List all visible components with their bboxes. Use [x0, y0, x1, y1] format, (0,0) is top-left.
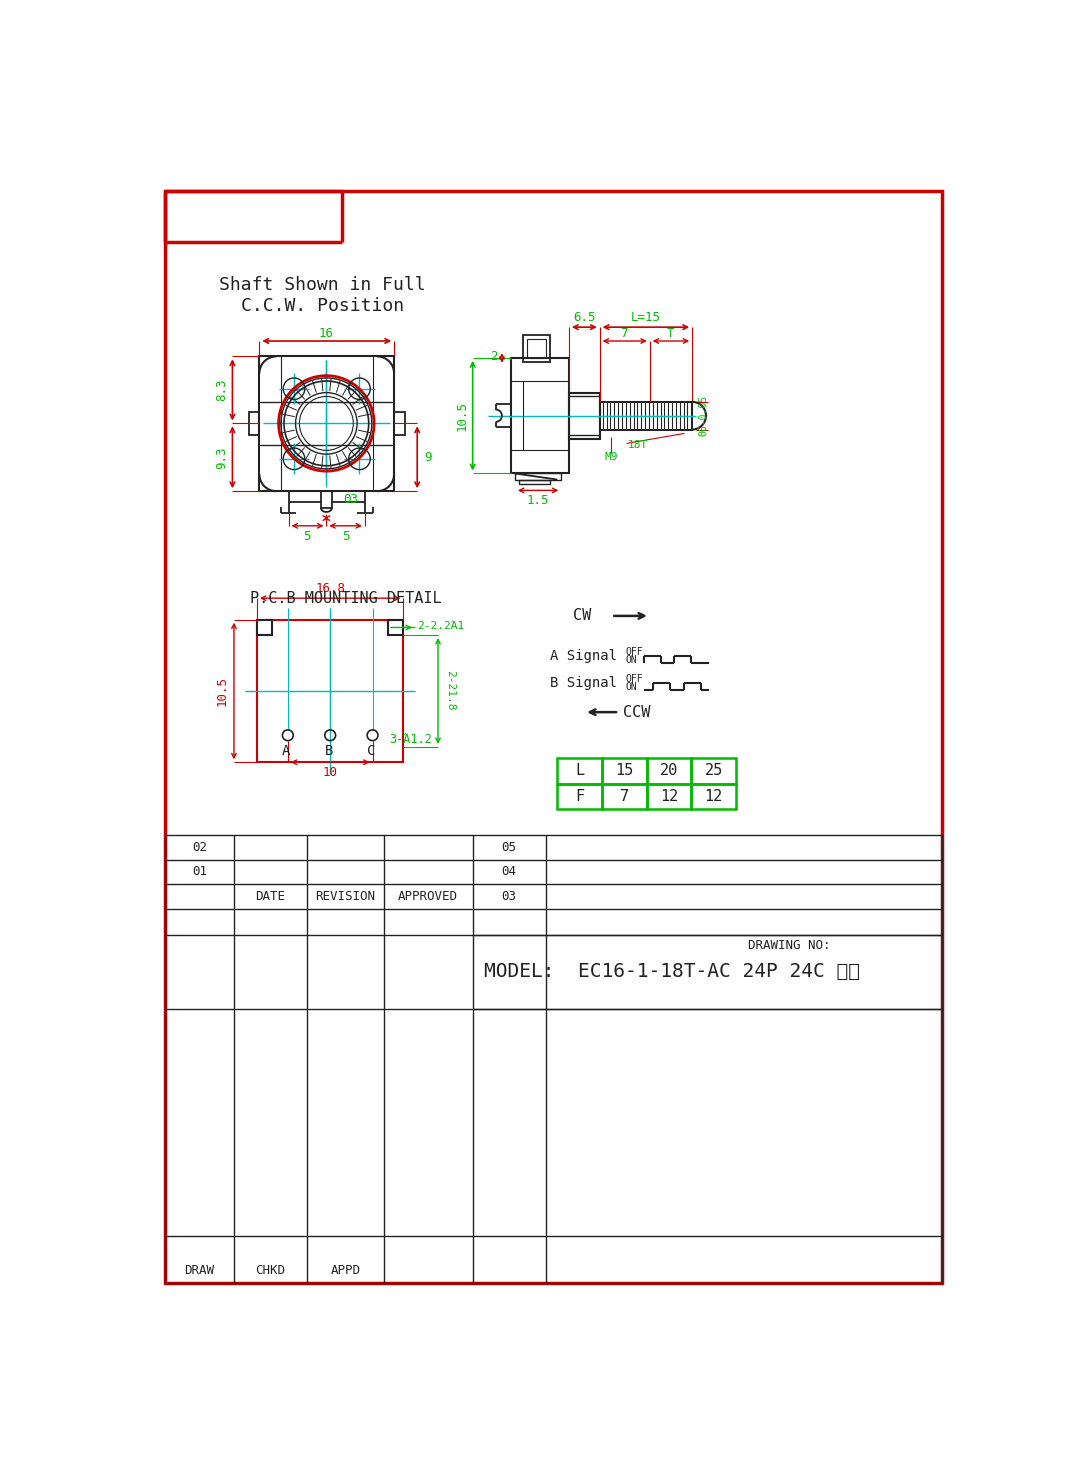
Bar — [518, 479, 550, 484]
Bar — [557, 758, 602, 783]
Text: Θ3: Θ3 — [343, 493, 359, 506]
Bar — [691, 758, 735, 783]
Bar — [394, 412, 405, 435]
Text: DRAWING NO:: DRAWING NO: — [748, 940, 831, 951]
Text: 5: 5 — [303, 530, 311, 543]
Text: B Signal: B Signal — [550, 676, 617, 690]
Bar — [321, 491, 332, 507]
Text: P.C.B MOUNTING DETAIL: P.C.B MOUNTING DETAIL — [249, 590, 442, 606]
Text: 2-2.2Ά1: 2-2.2Ά1 — [417, 621, 464, 631]
Text: DATE: DATE — [255, 889, 285, 903]
Text: A: A — [282, 743, 291, 758]
Bar — [647, 758, 691, 783]
Text: 2-21.8: 2-21.8 — [445, 670, 456, 711]
Text: CCW: CCW — [623, 705, 650, 720]
Text: 9.3: 9.3 — [215, 445, 228, 469]
Text: 20: 20 — [660, 763, 678, 779]
Text: 01: 01 — [192, 864, 206, 878]
Bar — [569, 392, 599, 438]
Text: DRAW: DRAW — [185, 1264, 214, 1277]
Text: 03: 03 — [501, 889, 516, 903]
Text: 1.5: 1.5 — [527, 494, 550, 507]
Text: A Signal: A Signal — [550, 649, 617, 662]
Text: T: T — [666, 327, 674, 339]
Text: 16: 16 — [319, 327, 334, 339]
Bar — [257, 620, 403, 763]
Text: Θ6-0.05: Θ6-0.05 — [699, 395, 708, 437]
Bar — [691, 783, 735, 810]
Bar — [257, 620, 272, 636]
Text: 18T: 18T — [629, 440, 648, 450]
Text: 6.5: 6.5 — [573, 311, 595, 324]
Text: Shaft Shown in Full: Shaft Shown in Full — [219, 276, 426, 294]
Text: 12: 12 — [704, 789, 723, 804]
Text: REVISION: REVISION — [315, 889, 376, 903]
Bar — [527, 339, 545, 358]
Bar — [599, 401, 692, 429]
Text: CW: CW — [572, 608, 591, 624]
Text: 12: 12 — [660, 789, 678, 804]
Text: L: L — [576, 763, 584, 779]
Text: L=15: L=15 — [631, 311, 661, 324]
Text: 05: 05 — [501, 841, 516, 854]
Text: 7: 7 — [620, 789, 629, 804]
Text: 02: 02 — [192, 841, 206, 854]
Bar — [557, 783, 602, 810]
Text: F: F — [576, 789, 584, 804]
Bar — [515, 473, 562, 479]
Bar — [259, 357, 394, 491]
Text: C: C — [367, 743, 375, 758]
Text: B: B — [324, 743, 333, 758]
Text: 10.5: 10.5 — [456, 401, 469, 431]
Text: 16.8: 16.8 — [315, 583, 346, 596]
Text: APPD: APPD — [330, 1264, 361, 1277]
Text: MODEL:  EC16-1-18T-AC 24P 24C 妞轴: MODEL: EC16-1-18T-AC 24P 24C 妞轴 — [484, 962, 860, 981]
Text: OFF: OFF — [625, 648, 643, 656]
Text: 3-Ά1.2: 3-Ά1.2 — [390, 733, 432, 745]
Text: 04: 04 — [501, 864, 516, 878]
Text: 15: 15 — [616, 763, 634, 779]
Bar — [388, 620, 403, 636]
Text: 10: 10 — [323, 767, 338, 779]
Text: 25: 25 — [704, 763, 723, 779]
Text: 5: 5 — [342, 530, 349, 543]
Text: ON: ON — [625, 681, 637, 692]
Text: ON: ON — [625, 655, 637, 665]
Bar — [248, 412, 259, 435]
Text: 10.5: 10.5 — [216, 676, 229, 705]
Text: 8.3: 8.3 — [215, 378, 228, 401]
Bar — [511, 358, 569, 473]
Text: 9: 9 — [424, 451, 432, 463]
Text: CHKD: CHKD — [255, 1264, 285, 1277]
Text: 7: 7 — [621, 327, 629, 339]
Bar — [602, 783, 647, 810]
Text: 2: 2 — [490, 350, 498, 363]
Text: M9: M9 — [605, 451, 618, 462]
Bar — [523, 335, 550, 361]
Text: APPROVED: APPROVED — [399, 889, 458, 903]
Bar — [602, 758, 647, 783]
Text: C.C.W. Position: C.C.W. Position — [241, 298, 404, 316]
Text: OFF: OFF — [625, 674, 643, 684]
Bar — [647, 783, 691, 810]
